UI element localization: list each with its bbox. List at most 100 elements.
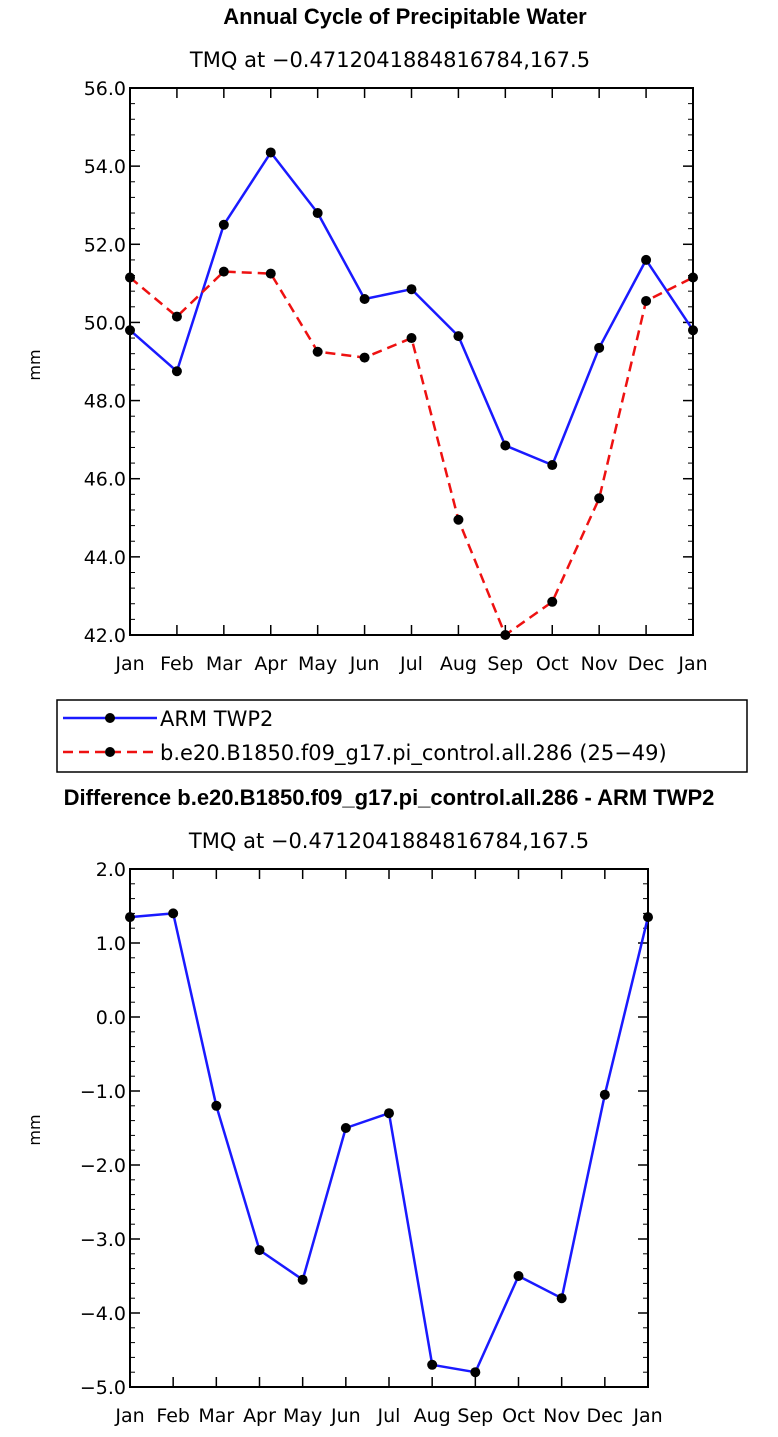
data-point (500, 630, 511, 640)
legend-label-series-1: ARM TWP2 (160, 707, 273, 731)
x-tick-label: Jan (677, 653, 707, 675)
y-tick-label: 54.0 (84, 156, 126, 178)
data-point (599, 1089, 610, 1100)
x-tick-label: Mar (206, 653, 242, 675)
data-point (453, 514, 464, 525)
data-point (254, 1245, 265, 1256)
data-point (384, 1108, 394, 1119)
plot-frame (129, 868, 649, 1388)
y-tick-label: 0.0 (96, 1007, 126, 1029)
y-tick-label: −4.0 (80, 1303, 126, 1325)
data-point (125, 912, 135, 923)
data-point (218, 266, 229, 277)
data-point (688, 325, 698, 336)
legend-marker-series-1 (105, 713, 115, 723)
x-tick-label: May (283, 1405, 322, 1427)
data-point (547, 596, 558, 607)
x-tick-label: Jul (399, 653, 423, 675)
data-point (125, 272, 135, 283)
chart1-ylabel: mm (25, 349, 44, 380)
x-tick-label: Jun (330, 1405, 361, 1427)
data-point (168, 908, 179, 919)
x-tick-label: Apr (243, 1405, 276, 1427)
x-tick-label: Jan (114, 653, 144, 675)
x-tick-label: Nov (543, 1405, 580, 1427)
y-tick-label: 42.0 (84, 625, 126, 647)
data-point (594, 493, 605, 504)
y-tick-label: 46.0 (84, 469, 126, 491)
x-tick-label: Dec (586, 1405, 623, 1427)
y-tick-label: 52.0 (84, 234, 126, 256)
x-tick-label: Feb (156, 1405, 190, 1427)
x-tick-label: Feb (160, 653, 194, 675)
chart2-subtitle: TMQ at −0.4712041884816784,167.5 (188, 829, 589, 853)
legend-marker-series-2 (105, 747, 115, 757)
data-point (125, 325, 135, 336)
series-line-2 (129, 270, 694, 637)
y-tick-label: 50.0 (84, 312, 126, 334)
x-tick-label: Jul (377, 1405, 401, 1427)
data-point (171, 311, 182, 322)
y-tick-label: 1.0 (96, 933, 126, 955)
data-point (641, 254, 652, 265)
data-point (340, 1123, 351, 1133)
x-tick-label: Mar (198, 1405, 234, 1427)
plot-frame (129, 87, 694, 636)
data-point (211, 1100, 222, 1111)
data-point (312, 346, 323, 357)
y-tick-label: −3.0 (80, 1229, 126, 1251)
y-tick-label: −5.0 (80, 1377, 126, 1399)
data-point (641, 295, 652, 306)
series-line-1 (129, 151, 695, 467)
x-tick-label: Dec (628, 653, 665, 675)
chart2-ylabel: mm (25, 1114, 44, 1145)
legend-label-series-2: b.e20.B1850.f09_g17.pi_control.all.286 (… (160, 741, 667, 766)
data-point (513, 1271, 524, 1281)
x-tick-label: Jan (114, 1405, 144, 1427)
chart2-title: Difference b.e20.B1850.f09_g17.pi_contro… (64, 785, 715, 810)
data-point (171, 366, 182, 377)
data-point (547, 460, 558, 471)
chart2-plot: −5.0 −4.0 −3.0 −2.0 −1.0 0.0 1.0 2.0 Jan Feb Mar Ap… (80, 859, 663, 1427)
legend-box (56, 699, 748, 773)
data-point (359, 352, 370, 363)
data-point (470, 1367, 481, 1378)
y-tick-label: −1.0 (80, 1081, 126, 1103)
x-tick-label: Aug (414, 1405, 451, 1427)
x-tick-label: Oct (536, 653, 569, 675)
y-tick-label: 56.0 (84, 78, 126, 100)
x-tick-label: Apr (254, 653, 287, 675)
x-tick-label: Nov (581, 653, 618, 675)
legend: ARM TWP2 b.e20.B1850.f09_g17.pi_control.… (56, 699, 748, 773)
data-point (218, 219, 229, 230)
data-point (556, 1293, 567, 1304)
data-point (359, 293, 370, 304)
data-point (265, 268, 276, 279)
data-point (594, 342, 605, 353)
data-point (297, 1274, 308, 1285)
x-tick-label: Jun (349, 653, 380, 675)
data-point (643, 912, 653, 923)
data-point (427, 1359, 438, 1370)
x-tick-label: May (298, 653, 337, 675)
chart1-subtitle: TMQ at −0.4712041884816784,167.5 (189, 48, 590, 72)
chart1-title: Annual Cycle of Precipitable Water (223, 4, 587, 29)
x-tick-label: Aug (440, 653, 477, 675)
x-tick-label: Sep (487, 653, 523, 675)
y-tick-label: −2.0 (80, 1155, 126, 1177)
data-point (406, 284, 417, 295)
x-tick-label: Jan (632, 1405, 662, 1427)
data-point (265, 147, 276, 158)
data-point (406, 333, 417, 344)
x-tick-label: Oct (502, 1405, 535, 1427)
y-tick-label: 2.0 (96, 859, 126, 881)
data-point (500, 440, 511, 451)
data-point (312, 208, 323, 219)
y-tick-label: 44.0 (84, 547, 126, 569)
series-line-1 (129, 912, 650, 1374)
y-tick-label: 48.0 (84, 391, 126, 413)
chart1-plot: 42.0 44.0 46.0 48.0 50.0 52.0 54.0 56.0 Jan Feb Ma… (84, 78, 708, 675)
x-tick-label: Sep (457, 1405, 493, 1427)
data-point (688, 272, 698, 283)
